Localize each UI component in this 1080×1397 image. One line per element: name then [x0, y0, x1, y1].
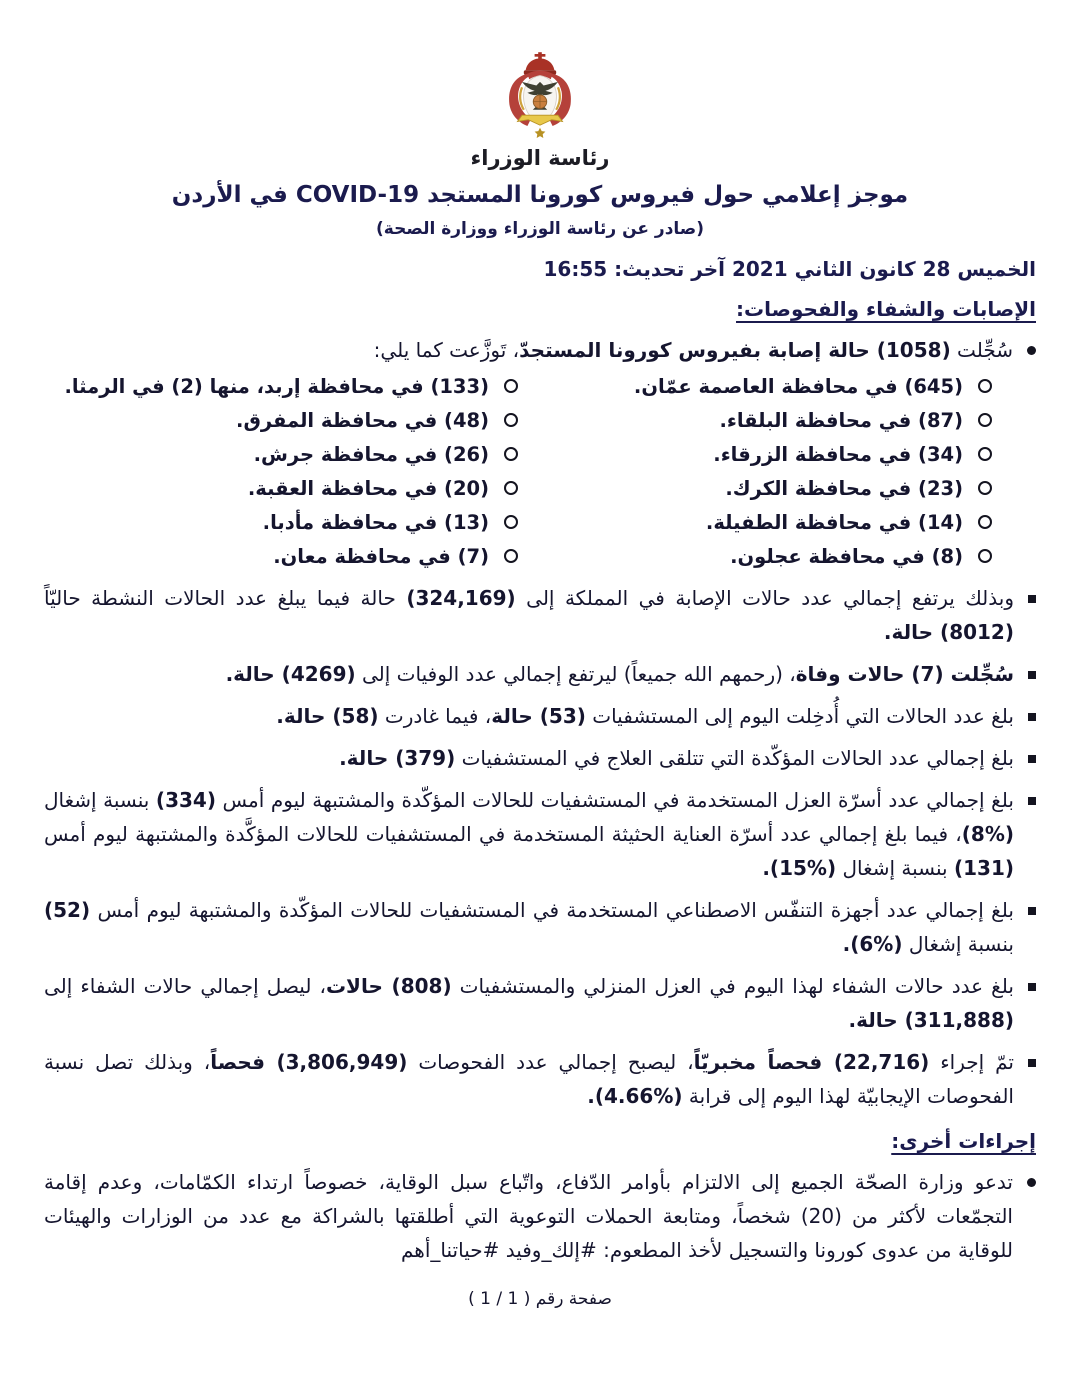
circle-bullet-icon [978, 481, 992, 495]
governorate-item: (20) في محافظة العقبة. [44, 471, 518, 505]
stat-text: بلغ عدد الحالات التي أُدخِلت اليوم إلى ا… [276, 704, 1014, 728]
crest-caption: رئاسة الوزراء [470, 146, 610, 170]
square-bullet-icon [1028, 755, 1036, 763]
stat-text: تمّ إجراء (22,716) فحصاً مخبريّاً، ليصبح… [44, 1050, 1014, 1108]
square-bullet-icon [1028, 1059, 1036, 1067]
circle-bullet-icon [504, 481, 518, 495]
stat-item: بلغ إجمالي عدد الحالات المؤكّدة التي تتل… [44, 741, 1036, 775]
governorate-item: (133) في محافظة إربد، منها (2) في الرمثا… [44, 369, 518, 403]
circle-bullet-icon [978, 413, 992, 427]
page-number: صفحة رقم ( 1 / 1 ) [468, 1289, 612, 1309]
dateline: الخميس 28 كانون الثاني 2021 آخر تحديث: 1… [543, 257, 1036, 281]
governorate-text: (23) في محافظة الكرك. [725, 476, 963, 500]
circle-bullet-icon [978, 515, 992, 529]
governorates-column-right: (645) في محافظة العاصمة عمّان. (87) في م… [540, 369, 1036, 573]
governorates-list: (645) في محافظة العاصمة عمّان. (87) في م… [44, 369, 1036, 573]
governorate-text: (26) في محافظة جرش. [253, 442, 489, 466]
governorate-item: (645) في محافظة العاصمة عمّان. [540, 369, 992, 403]
circle-bullet-icon [504, 413, 518, 427]
stat-item: بلغ إجمالي عدد أسرّة العزل المستخدمة في … [44, 783, 1036, 885]
governorate-item: (48) في محافظة المفرق. [44, 403, 518, 437]
intro-text: سُجِّلت (1058) حالة إصابة بفيروس كورونا … [373, 338, 1013, 362]
stat-text: بلغ إجمالي عدد أجهزة التنفّس الاصطناعي ا… [44, 898, 1014, 956]
governorates-column-left: (133) في محافظة إربد، منها (2) في الرمثا… [44, 369, 540, 573]
governorate-text: (133) في محافظة إربد، منها (2) في الرمثا… [64, 374, 489, 398]
measures-text: تدعو وزارة الصحّة الجميع إلى الالتزام بأ… [44, 1170, 1013, 1262]
circle-bullet-icon [978, 379, 992, 393]
square-bullet-icon [1028, 595, 1036, 603]
circle-bullet-icon [504, 549, 518, 563]
governorate-text: (87) في محافظة البلقاء. [719, 408, 963, 432]
square-bullet-icon [1028, 907, 1036, 915]
section-heading-cases: الإصابات والشفاء والفحوصات: [736, 297, 1036, 321]
circle-bullet-icon [504, 379, 518, 393]
governorate-text: (48) في محافظة المفرق. [236, 408, 489, 432]
stat-text: بلغ إجمالي عدد أسرّة العزل المستخدمة في … [44, 788, 1014, 880]
stat-text: وبذلك يرتفع إجمالي عدد حالات الإصابة في … [44, 586, 1014, 644]
jordan-coat-of-arms-icon [509, 52, 571, 138]
disc-bullet-icon [1027, 1178, 1036, 1187]
governorate-item: (14) في محافظة الطفيلة. [540, 505, 992, 539]
governorate-item: (26) في محافظة جرش. [44, 437, 518, 471]
circle-bullet-icon [978, 549, 992, 563]
governorate-item: (34) في محافظة الزرقاء. [540, 437, 992, 471]
stat-item: تمّ إجراء (22,716) فحصاً مخبريّاً، ليصبح… [44, 1045, 1036, 1113]
governorate-text: (13) في محافظة مأدبا. [262, 510, 489, 534]
stat-item: بلغ عدد الحالات التي أُدخِلت اليوم إلى ا… [44, 699, 1036, 733]
masthead: رئاسة الوزراء [0, 0, 1080, 170]
governorate-text: (14) في محافظة الطفيلة. [705, 510, 963, 534]
stat-item: سُجِّلت (7) حالات وفاة، (رحمهم الله جميع… [44, 657, 1036, 691]
governorate-text: (20) في محافظة العقبة. [247, 476, 489, 500]
stat-item: بلغ إجمالي عدد أجهزة التنفّس الاصطناعي ا… [44, 893, 1036, 961]
stat-text: بلغ عدد حالات الشفاء لهذا اليوم في العزل… [44, 974, 1014, 1032]
governorate-text: (34) في محافظة الزرقاء. [713, 442, 963, 466]
stat-item: بلغ عدد حالات الشفاء لهذا اليوم في العزل… [44, 969, 1036, 1037]
circle-bullet-icon [504, 515, 518, 529]
governorate-text: (645) في محافظة العاصمة عمّان. [633, 374, 963, 398]
page-title: موجز إعلامي حول فيروس كورونا المستجد COV… [171, 182, 909, 208]
stat-item: وبذلك يرتفع إجمالي عدد حالات الإصابة في … [44, 581, 1036, 649]
circle-bullet-icon [504, 447, 518, 461]
governorate-item: (23) في محافظة الكرك. [540, 471, 992, 505]
section-heading-measures: إجراءات أخرى: [891, 1129, 1036, 1153]
measures-bullet: تدعو وزارة الصحّة الجميع إلى الالتزام بأ… [44, 1165, 1036, 1267]
governorate-item: (7) في محافظة معان. [44, 539, 518, 573]
circle-bullet-icon [978, 447, 992, 461]
governorate-text: (7) في محافظة معان. [273, 544, 489, 568]
stat-text: سُجِّلت (7) حالات وفاة، (رحمهم الله جميع… [225, 662, 1014, 686]
governorate-item: (87) في محافظة البلقاء. [540, 403, 992, 437]
page-subtitle: (صادر عن رئاسة الوزراء ووزارة الصحة) [376, 219, 704, 239]
stats-list: وبذلك يرتفع إجمالي عدد حالات الإصابة في … [44, 581, 1036, 1113]
governorate-item: (13) في محافظة مأدبا. [44, 505, 518, 539]
stat-text: بلغ إجمالي عدد الحالات المؤكّدة التي تتل… [339, 746, 1014, 770]
governorate-text: (8) في محافظة عجلون. [730, 544, 963, 568]
square-bullet-icon [1028, 797, 1036, 805]
square-bullet-icon [1028, 713, 1036, 721]
governorate-item: (8) في محافظة عجلون. [540, 539, 992, 573]
square-bullet-icon [1028, 983, 1036, 991]
square-bullet-icon [1028, 671, 1036, 679]
disc-bullet-icon [1027, 346, 1036, 355]
intro-bullet: سُجِّلت (1058) حالة إصابة بفيروس كورونا … [44, 333, 1036, 367]
